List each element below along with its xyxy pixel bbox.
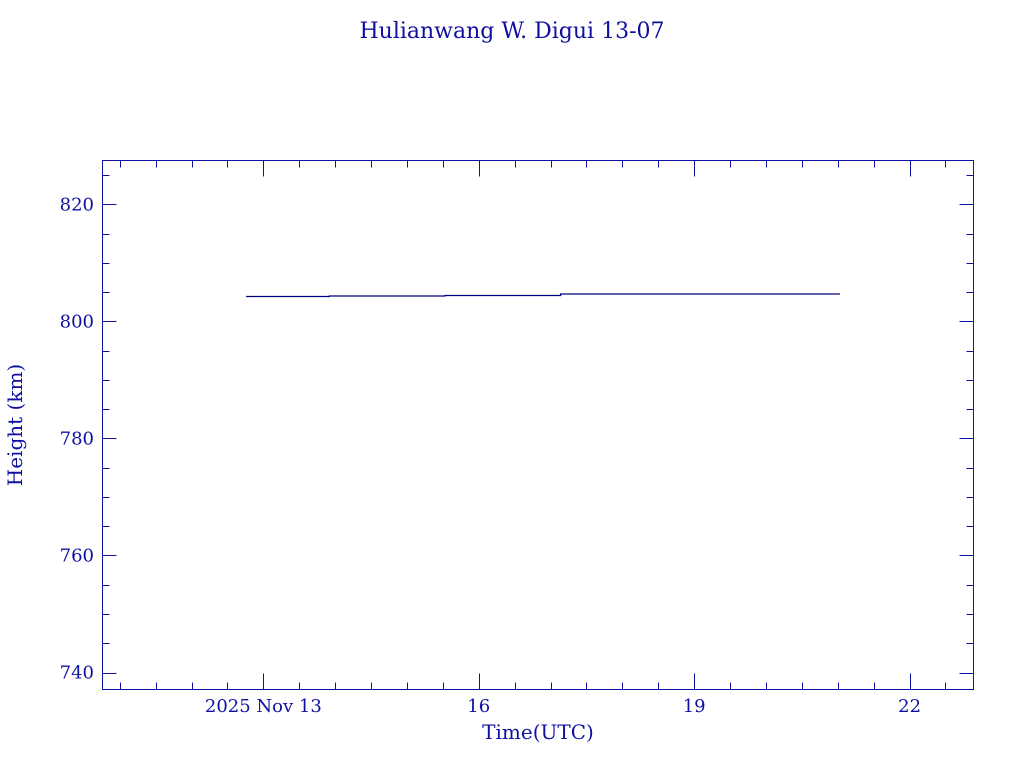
- x-tick-label: 2025 Nov 13: [205, 696, 322, 717]
- y-tick-label: 800: [60, 311, 94, 332]
- axis-ticks: [102, 160, 974, 690]
- x-tick-label: 22: [898, 696, 921, 717]
- y-tick-label: 760: [60, 545, 94, 566]
- x-tick-label: 19: [683, 696, 706, 717]
- plot-frame: [102, 160, 974, 690]
- height-series-line: [246, 293, 840, 298]
- y-axis-label: Height (km): [3, 364, 27, 486]
- y-tick-label: 780: [60, 428, 94, 449]
- chart-title: Hulianwang W. Digui 13-07: [359, 19, 664, 44]
- y-tick-label: 820: [60, 194, 94, 215]
- series-group: [246, 293, 840, 298]
- tick-labels: 2025 Nov 13 16 19 22 740 760 780 800 820: [60, 194, 921, 717]
- y-tick-label: 740: [60, 663, 94, 684]
- x-axis-label: Time(UTC): [482, 720, 594, 744]
- x-tick-label: 16: [467, 696, 490, 717]
